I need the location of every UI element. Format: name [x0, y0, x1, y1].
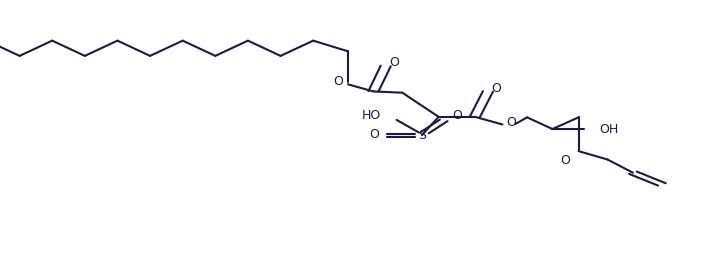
- Text: O: O: [560, 154, 571, 167]
- Text: HO: HO: [361, 109, 381, 122]
- Text: O: O: [333, 75, 343, 88]
- Text: O: O: [506, 116, 516, 129]
- Text: S: S: [418, 129, 426, 142]
- Text: OH: OH: [600, 122, 619, 136]
- Text: O: O: [369, 128, 379, 141]
- Text: O: O: [452, 109, 462, 122]
- Text: O: O: [492, 82, 502, 95]
- Text: O: O: [389, 56, 399, 70]
